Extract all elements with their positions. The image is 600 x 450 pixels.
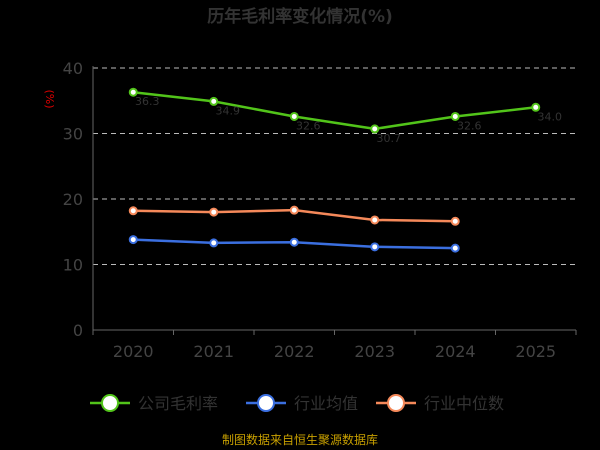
- x-tick-label: 2020: [113, 342, 154, 361]
- legend-marker: [257, 394, 275, 412]
- legend-label: 行业中位数: [424, 394, 504, 413]
- data-label: 30.7: [377, 132, 402, 145]
- data-label: 34.9: [216, 104, 241, 117]
- legend: 公司毛利率 行业均值 行业中位数: [90, 394, 504, 413]
- source-note: 制图数据来自恒生聚源数据库: [222, 432, 378, 447]
- series-1: [128, 235, 460, 253]
- data-label: 36.3: [135, 95, 160, 108]
- data-label: 32.6: [457, 119, 482, 132]
- data-point: [209, 96, 219, 106]
- legend-marker: [387, 394, 405, 412]
- y-tick-label: 30: [63, 125, 83, 144]
- legend-label: 公司毛利率: [138, 394, 218, 413]
- y-tick-label: 20: [63, 190, 83, 209]
- series-0: 36.3 34.9 32.6 30.7 32.6 34.0: [128, 87, 563, 145]
- series-layer: 36.3 34.9 32.6 30.7 32.6 34.0: [128, 87, 563, 253]
- x-tick-label: 2025: [515, 342, 556, 361]
- data-label: 34.0: [538, 110, 563, 123]
- y-tick-label: 40: [63, 59, 83, 78]
- gridlines: [93, 67, 576, 265]
- data-point: [289, 237, 299, 247]
- legend-marker: [101, 394, 119, 412]
- data-point: [128, 206, 138, 216]
- data-point: [128, 87, 138, 97]
- chart-title: 历年毛利率变化情况(%): [207, 6, 393, 27]
- x-tick-label: 2022: [274, 342, 315, 361]
- legend-label: 行业均值: [294, 394, 358, 413]
- data-label: 32.6: [296, 119, 321, 132]
- y-axis-unit-label: (%): [43, 89, 56, 108]
- y-tick-label: 0: [73, 321, 83, 340]
- data-point: [370, 215, 380, 225]
- data-point: [289, 205, 299, 215]
- data-point: [209, 238, 219, 248]
- legend-item: 公司毛利率: [90, 394, 218, 413]
- series-2: [128, 205, 460, 226]
- axes: 0 10 20 30 40 2020 2021 2022 2023 2024 2025: [63, 59, 577, 361]
- y-tick-label: 10: [63, 256, 83, 275]
- series-line: [133, 90, 536, 131]
- data-point: [531, 102, 541, 112]
- data-point: [209, 207, 219, 217]
- data-point: [450, 216, 460, 226]
- data-point: [450, 111, 460, 121]
- x-tick-label: 2023: [354, 342, 395, 361]
- legend-item: 行业中位数: [376, 394, 504, 413]
- data-point: [128, 235, 138, 245]
- legend-item: 行业均值: [246, 394, 358, 413]
- x-tick-label: 2024: [435, 342, 476, 361]
- data-point: [370, 124, 380, 134]
- data-point: [450, 243, 460, 253]
- data-point: [370, 242, 380, 252]
- data-point: [289, 111, 299, 121]
- x-tick-label: 2021: [193, 342, 234, 361]
